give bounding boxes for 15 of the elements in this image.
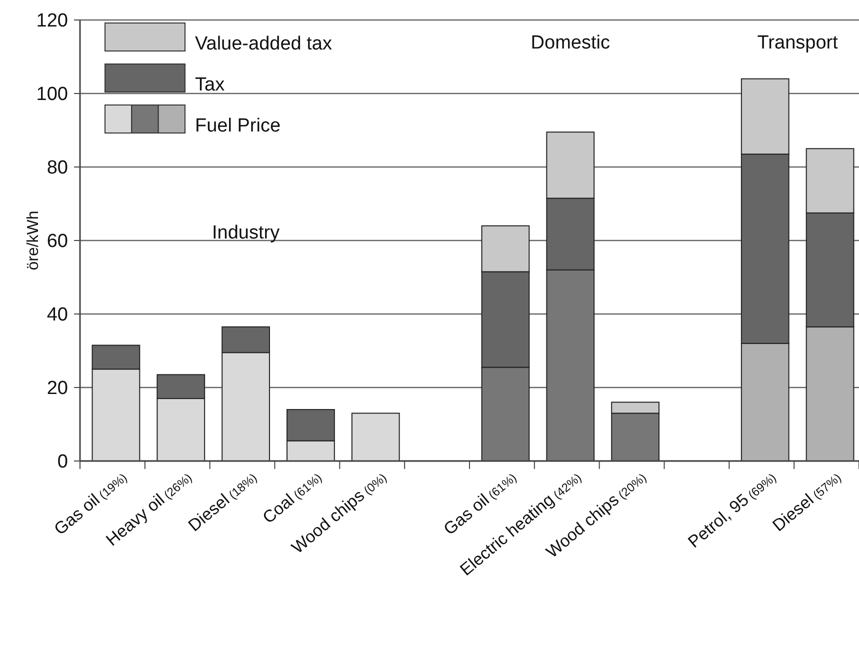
annotation: Industry: [212, 222, 280, 244]
y-tick-label: 0: [57, 452, 68, 473]
y-axis-title: öre/kWh: [25, 210, 42, 270]
y-tick-label: 20: [46, 378, 68, 400]
y-tick-label: 120: [36, 10, 68, 32]
y-tick-label: 80: [46, 158, 68, 179]
y-tick-label: 60: [46, 231, 68, 252]
legend-label: Value-added tax: [195, 34, 332, 55]
annotation: Domestic: [530, 32, 610, 54]
legend-label: Fuel Price: [195, 116, 281, 137]
y-tick-label: 40: [46, 304, 68, 326]
y-tick-label: 100: [36, 84, 68, 106]
bar: [351, 412, 400, 462]
annotation: Transport: [757, 32, 839, 54]
legend-label: Tax: [195, 74, 226, 96]
